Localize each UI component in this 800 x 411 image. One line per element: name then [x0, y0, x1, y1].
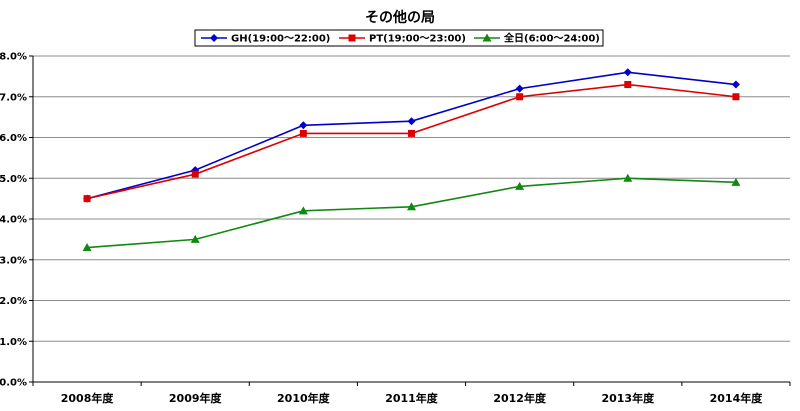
data-point-triangle: [623, 173, 633, 182]
x-tick-label: 2010年度: [277, 391, 331, 405]
legend-label: PT(19:00～23:00): [369, 34, 466, 45]
x-tick-label: 2014年度: [710, 391, 764, 405]
data-point-square: [408, 129, 415, 137]
legend-label: 全日(6:00～24:00): [503, 32, 600, 45]
x-tick-label: 2013年度: [601, 391, 655, 405]
y-tick-label: 3.0%: [0, 255, 27, 266]
legend-item: GH(19:00～22:00): [201, 34, 330, 45]
y-tick-label: 4.0%: [0, 215, 27, 226]
data-point-square: [732, 93, 740, 101]
data-point-square: [299, 129, 307, 137]
data-point-diamond: [515, 84, 524, 93]
data-point-diamond: [731, 80, 740, 89]
x-tick-label: 2012年度: [493, 391, 547, 405]
legend-box: [194, 29, 604, 47]
x-tick-label: 2011年度: [385, 391, 439, 405]
data-point-square: [516, 93, 524, 101]
y-tick-label: 6.0%: [0, 133, 27, 144]
y-tick-label: 2.0%: [0, 296, 27, 307]
data-point-triangle: [407, 202, 416, 211]
gridlines: [33, 55, 790, 383]
x-tick-label: 2008年度: [61, 391, 115, 405]
x-tick-label: 2009年度: [169, 391, 223, 405]
series-line: [86, 83, 737, 200]
data-point-triangle: [482, 33, 492, 42]
data-point-square: [348, 34, 356, 42]
legend-label: GH(19:00～22:00): [231, 34, 330, 45]
legend: GH(19:00～22:00) PT(19:00～23:00) 全日(6:00～24…: [194, 29, 604, 47]
series-group: [82, 68, 741, 252]
data-point-square: [191, 170, 199, 178]
y-tick-label: 7.0%: [0, 92, 27, 103]
data-point-diamond: [210, 34, 218, 42]
series-2: [83, 81, 740, 203]
data-point-square: [83, 195, 91, 203]
legend-item: PT(19:00～23:00): [339, 34, 466, 45]
data-point-triangle: [298, 206, 308, 215]
y-tick-label: 5.0%: [0, 174, 27, 185]
data-point-triangle: [731, 177, 741, 186]
data-point-diamond: [299, 121, 308, 130]
data-point-diamond: [407, 117, 416, 126]
data-point-diamond: [623, 68, 632, 77]
data-point-triangle: [515, 181, 525, 190]
data-point-triangle: [190, 234, 200, 243]
series-line: [87, 177, 736, 249]
axes: 0.0% 1.0% 2.0% 3.0% 4.0% 5.0% 6.0% 7.0% 8.0% 2008…: [0, 52, 791, 405]
y-tick-label: 0.0%: [0, 378, 27, 389]
y-tick-label: 1.0%: [0, 337, 27, 348]
legend-item: 全日(6:00～24:00): [474, 32, 600, 45]
chart-title: その他の局: [365, 9, 435, 26]
data-point-triangle: [82, 243, 92, 252]
series-3: [82, 173, 741, 252]
data-point-square: [624, 81, 632, 89]
y-tick-label: 8.0%: [0, 52, 27, 63]
